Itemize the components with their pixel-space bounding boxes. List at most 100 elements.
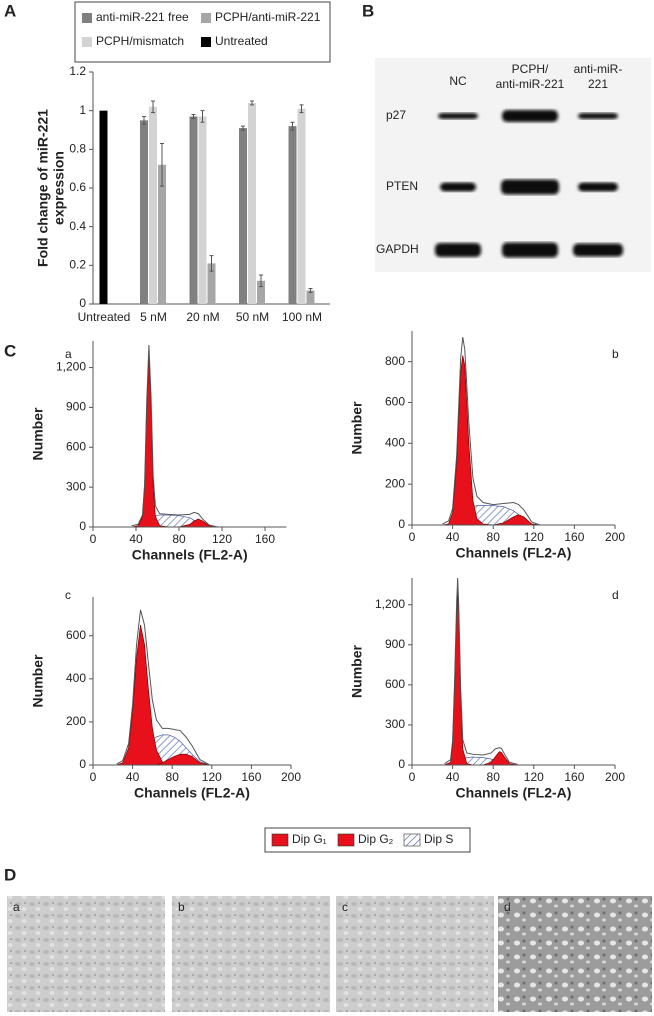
- y-tick-label: 1: [79, 103, 86, 117]
- lane-label: anti-miR-: [574, 62, 623, 76]
- y-tick-label: 0: [398, 517, 405, 531]
- lane-label: 221: [588, 77, 608, 91]
- error-bar: [142, 115, 146, 125]
- total-fit-line: [116, 609, 211, 766]
- micrograph-label: a: [13, 900, 20, 914]
- y-axis-label: Fold change of miR-221: [35, 109, 51, 267]
- x-tick-label: 200: [281, 770, 301, 784]
- x-tick-label: 100 nM: [282, 310, 322, 324]
- y-axis-label: Number: [30, 407, 46, 460]
- legend-box: [74, 1, 331, 63]
- legend-label: Dip S: [424, 832, 453, 846]
- y-tick-label: 0: [79, 519, 86, 533]
- x-tick-label: 160: [564, 530, 584, 544]
- x-tick-label: 200: [605, 530, 625, 544]
- y-tick-label: 600: [385, 677, 405, 691]
- y-tick-label: 0: [79, 296, 86, 310]
- panel-label: A: [4, 1, 16, 20]
- band-label: p27: [386, 108, 406, 122]
- y-tick-label: 200: [66, 714, 86, 728]
- bar: [239, 128, 247, 304]
- x-axis-label: Channels (FL2-A): [134, 785, 250, 801]
- bar: [140, 120, 148, 304]
- error-bar: [200, 110, 205, 123]
- legend-label: Dip G₁: [292, 832, 327, 846]
- micrograph-label: c: [342, 900, 348, 914]
- chart-title: b: [612, 347, 619, 361]
- x-axis-label: Channels (FL2-A): [456, 785, 572, 801]
- x-tick-label: 120: [524, 770, 544, 784]
- micrograph: [172, 896, 330, 1012]
- y-tick-label: 0: [398, 757, 405, 771]
- error-bar: [290, 121, 295, 131]
- x-tick-label: 40: [446, 770, 460, 784]
- legend-box: [264, 827, 471, 853]
- blot-band: [578, 113, 618, 119]
- micrograph-label: d: [504, 900, 511, 914]
- y-tick-label: 300: [66, 479, 86, 493]
- legend-label: Untreated: [215, 34, 268, 48]
- micrograph: [498, 896, 652, 1012]
- x-tick-label: 80: [172, 532, 186, 546]
- x-tick-label: 120: [212, 532, 232, 546]
- error-bar: [259, 274, 263, 288]
- legend-swatch: [82, 13, 92, 23]
- blot-band: [501, 179, 559, 195]
- legend-label: PCPH/anti-miR-221: [215, 10, 321, 24]
- x-tick-label: 80: [487, 770, 501, 784]
- x-tick-label: 80: [166, 770, 180, 784]
- y-tick-label: 0.8: [69, 142, 86, 156]
- bar: [288, 126, 297, 304]
- lane-label: NC: [449, 74, 467, 88]
- lane-label: anti-miR-221: [496, 77, 565, 91]
- legend-swatch: [201, 13, 211, 23]
- y-axis-label: expression: [51, 151, 67, 225]
- total-fit-line: [442, 337, 541, 526]
- x-tick-label: 80: [487, 530, 501, 544]
- x-tick-label: 5 nM: [140, 310, 167, 324]
- blot-band: [502, 242, 558, 258]
- legend-swatch: [201, 37, 211, 47]
- x-tick-label: 20 nM: [186, 310, 219, 324]
- band-label: GAPDH: [376, 242, 419, 256]
- error-bar: [250, 100, 254, 106]
- blot-band: [435, 243, 481, 257]
- y-tick-label: 0.2: [69, 258, 86, 272]
- x-tick-label: 0: [90, 770, 97, 784]
- bar: [158, 164, 166, 304]
- micrograph: [336, 896, 494, 1012]
- bar: [306, 290, 315, 304]
- x-tick-label: 160: [241, 770, 261, 784]
- y-tick-label: 0.6: [69, 180, 86, 194]
- x-tick-label: Untreated: [78, 310, 131, 324]
- bar: [149, 106, 157, 304]
- error-bar: [299, 104, 304, 114]
- x-tick-label: 40: [126, 770, 140, 784]
- x-tick-label: 160: [255, 532, 275, 546]
- y-tick-label: 1,200: [375, 597, 405, 611]
- legend-swatch: [271, 833, 289, 847]
- bar: [189, 116, 198, 304]
- legend-swatch: [403, 833, 421, 847]
- total-fit-line: [444, 577, 518, 765]
- error-bar: [151, 100, 155, 114]
- blot-band: [438, 113, 478, 119]
- error-bar: [191, 114, 196, 119]
- bar: [198, 116, 207, 304]
- legend-swatch: [337, 833, 355, 847]
- legend-label: anti-miR-221 free: [96, 10, 189, 24]
- y-tick-label: 600: [66, 628, 86, 642]
- phase-area: [131, 354, 218, 528]
- y-axis-label: Number: [349, 401, 365, 454]
- chart-title: a: [65, 347, 72, 361]
- x-axis-label: Channels (FL2-A): [132, 547, 248, 563]
- lane-label: PCPH/: [512, 62, 549, 76]
- legend-swatch: [82, 37, 92, 47]
- blot-band: [578, 182, 618, 192]
- y-axis-label: Number: [349, 645, 365, 698]
- blot-image: [375, 58, 651, 272]
- error-bar: [209, 255, 214, 272]
- bar: [257, 280, 265, 304]
- blot-band: [502, 110, 558, 122]
